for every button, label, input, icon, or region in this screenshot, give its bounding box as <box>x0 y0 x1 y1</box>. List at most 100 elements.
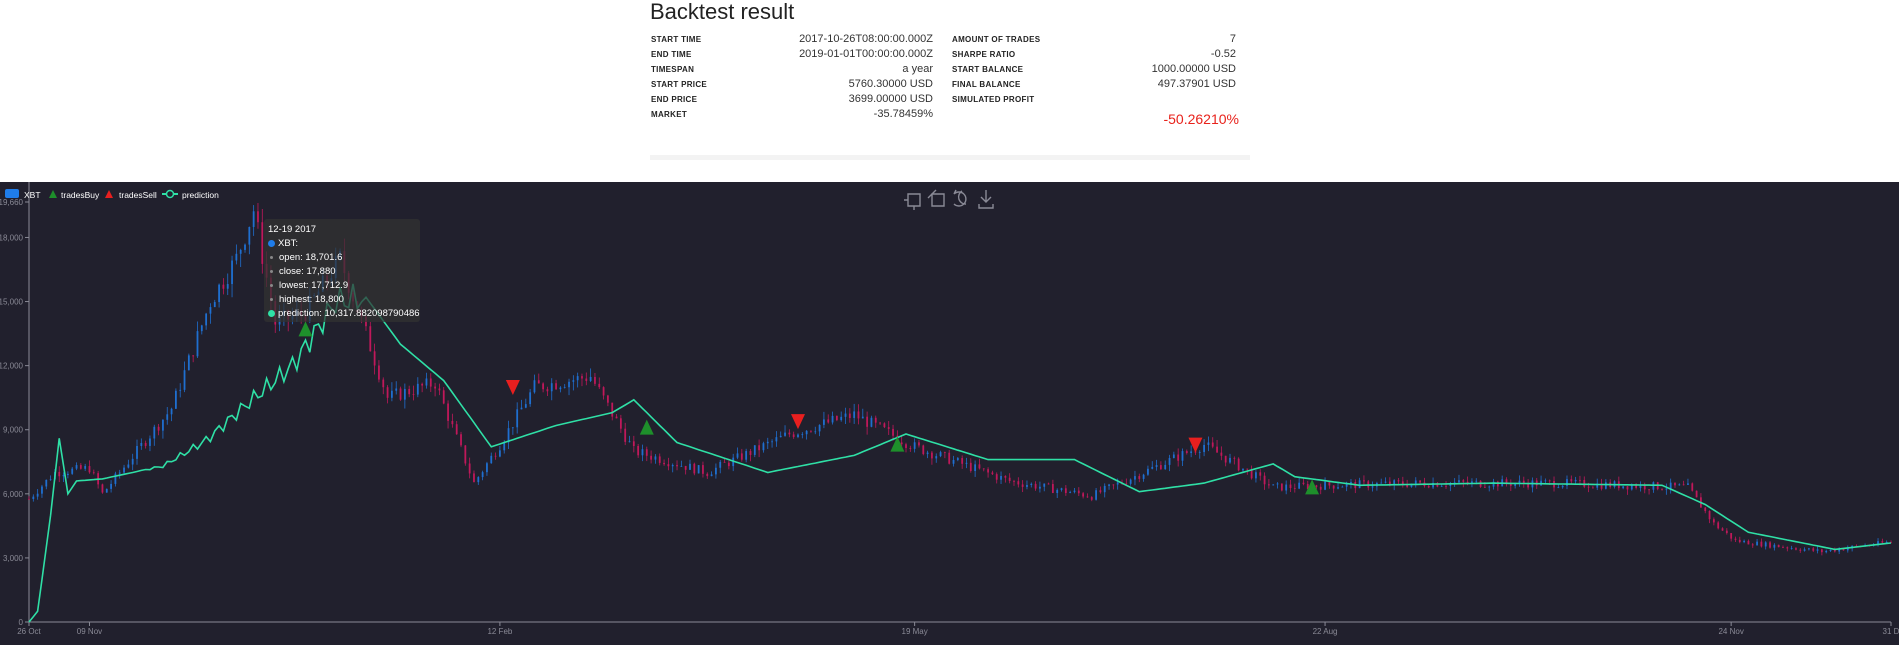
candle <box>771 441 773 443</box>
candle <box>1013 480 1015 482</box>
legend-tradesbuy-icon[interactable] <box>49 190 57 198</box>
candle <box>1250 469 1253 479</box>
candle <box>572 380 575 382</box>
axis-layer: 0 3,000 6,000 9,000 12,000 15,000 18,000 19,660… <box>0 182 1899 636</box>
candle <box>174 390 177 409</box>
toolbox[interactable] <box>904 189 994 210</box>
candle <box>1445 485 1447 487</box>
candle <box>948 452 951 464</box>
candle <box>805 430 808 435</box>
legend-xbt-icon[interactable] <box>5 189 19 198</box>
candle <box>399 388 402 400</box>
candle <box>1704 507 1707 512</box>
candle <box>442 390 445 404</box>
candle <box>244 244 246 250</box>
candle <box>200 325 203 332</box>
candle <box>740 453 743 460</box>
y-tick-label: 18,000 <box>0 233 24 242</box>
candle <box>931 452 933 459</box>
candle <box>1224 455 1227 463</box>
trade-buy-marker <box>1305 479 1320 495</box>
legend-prediction-dot-icon <box>165 189 175 199</box>
candle <box>1159 465 1162 470</box>
candle <box>516 409 519 428</box>
candle <box>408 388 411 395</box>
candle <box>183 370 186 390</box>
stat-label: MARKET <box>651 110 688 119</box>
candle <box>1259 472 1262 476</box>
legend-tradessell-icon[interactable] <box>105 190 113 198</box>
candle <box>788 432 791 435</box>
candle <box>28 498 30 500</box>
y-tick-label: 19,660 <box>0 198 24 207</box>
candle <box>1108 484 1110 486</box>
candle <box>533 380 536 393</box>
candle <box>943 452 946 453</box>
trade-markers-layer[interactable] <box>298 321 1320 495</box>
zoom-icon[interactable] <box>904 193 921 210</box>
candle <box>1069 492 1072 493</box>
candle <box>1229 457 1231 463</box>
candle <box>1570 479 1573 482</box>
bullet-icon <box>270 269 273 273</box>
legend-label[interactable]: prediction <box>182 190 219 200</box>
trade-sell-marker <box>505 380 520 396</box>
candle <box>1112 484 1115 486</box>
candle <box>1583 480 1586 487</box>
candle <box>1829 549 1832 551</box>
candle <box>702 465 704 474</box>
candle <box>252 211 255 227</box>
candle <box>412 394 415 396</box>
candle <box>1496 481 1499 487</box>
legend-label[interactable]: tradesSell <box>119 190 157 200</box>
candle <box>546 389 549 392</box>
candle <box>900 442 903 445</box>
x-tick-label: 26 Oct <box>17 627 41 636</box>
candle <box>1522 480 1525 484</box>
candle <box>969 462 972 472</box>
legend-label[interactable]: tradesBuy <box>61 190 100 200</box>
bullet-icon <box>270 255 273 259</box>
candle <box>1622 486 1625 489</box>
candle <box>594 376 596 384</box>
legend[interactable] <box>5 189 178 199</box>
candle <box>1172 454 1175 459</box>
candle <box>499 450 501 457</box>
candle <box>1345 483 1348 487</box>
candle <box>801 434 804 436</box>
candle <box>585 378 588 381</box>
candle <box>1116 482 1119 485</box>
candle <box>473 473 475 483</box>
candle <box>939 452 942 457</box>
candle <box>956 458 959 460</box>
trade-buy-marker <box>639 419 654 435</box>
candle <box>1026 485 1028 487</box>
candle <box>810 430 812 432</box>
restore-icon[interactable] <box>953 189 967 207</box>
stat-label: SHARPE RATIO <box>952 50 1016 59</box>
candle <box>218 284 220 303</box>
candle <box>1414 480 1417 484</box>
candle <box>853 411 856 418</box>
zoom-reset-icon[interactable] <box>927 189 945 207</box>
candle <box>1350 482 1352 484</box>
candle <box>1471 481 1473 484</box>
candle <box>179 389 182 391</box>
candle <box>1276 483 1279 485</box>
candle <box>1596 483 1599 488</box>
candle <box>905 444 907 448</box>
candle <box>1838 548 1841 552</box>
tooltip-lowest-text: lowest: 17,712.9 <box>279 280 349 291</box>
legend-label[interactable]: XBT <box>24 190 41 200</box>
candle <box>1004 475 1007 478</box>
candle <box>1030 483 1033 486</box>
candle <box>209 307 212 314</box>
tooltip-highest-text: highest: 18,800 <box>279 294 344 305</box>
candle <box>1302 482 1305 485</box>
candle <box>719 461 722 468</box>
y-tick-label: 9,000 <box>3 426 24 435</box>
stat-label: END TIME <box>651 50 692 59</box>
candle <box>831 415 834 423</box>
candle <box>758 445 761 451</box>
save-image-icon[interactable] <box>978 190 994 209</box>
